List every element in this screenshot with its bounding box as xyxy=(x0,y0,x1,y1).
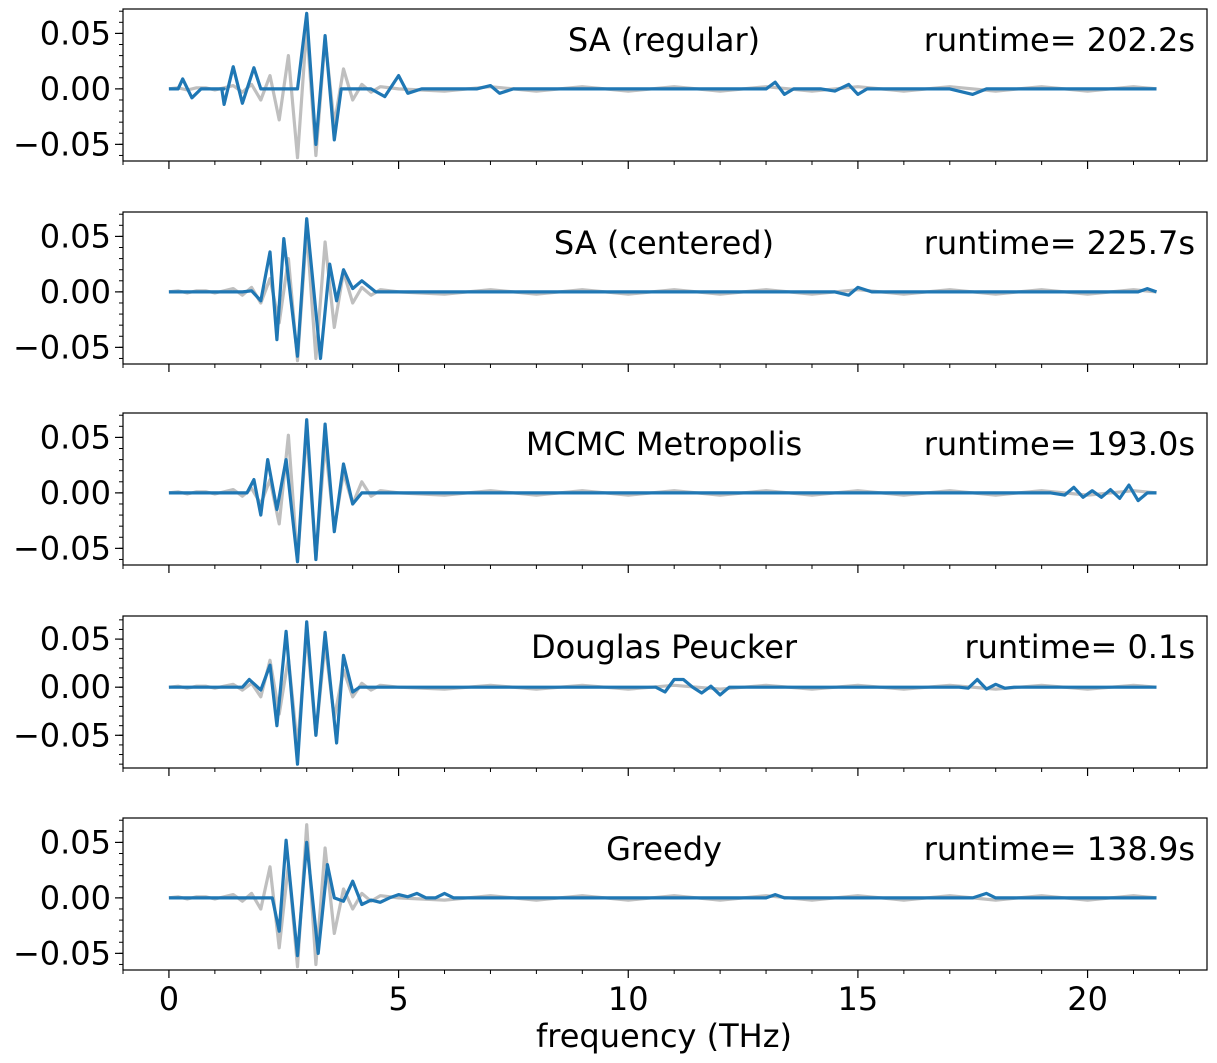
fitted-signal-line xyxy=(168,838,1157,958)
axes-frame xyxy=(122,211,1208,365)
y-tick-label: 0.05 xyxy=(40,418,111,456)
y-tick-label: −0.05 xyxy=(13,716,111,754)
y-tick-label: 0.05 xyxy=(40,620,111,658)
runtime-label: runtime= 193.0s xyxy=(924,425,1195,463)
runtime-label: runtime= 0.1s xyxy=(964,628,1195,666)
panel-4: −0.05 0.00 0.05 Douglas Peucker runtime= 0.1… xyxy=(13,615,1208,776)
axes-frame xyxy=(122,817,1208,971)
fitted-signal-line xyxy=(168,217,1158,361)
panel-5: −0.05 0.00 0.05 0 5 10 15 20 Greedy runtime= 138.… xyxy=(13,817,1208,1018)
x-tick-label: 20 xyxy=(1067,980,1108,1018)
panel-title: Douglas Peucker xyxy=(531,628,798,666)
panel-1: −0.05 0.00 0.05 SA (regular) runtime= 202.2s xyxy=(13,8,1208,169)
fitted-signal-line xyxy=(168,11,1157,146)
fitted-signal-line xyxy=(168,620,1157,766)
y-tick-label: −0.05 xyxy=(13,529,111,567)
axes-frame xyxy=(122,8,1208,162)
y-tick-label: 0.00 xyxy=(40,879,111,917)
y-tick-label: 0.00 xyxy=(40,273,111,311)
x-tick-label: 10 xyxy=(608,980,649,1018)
panel-title: Greedy xyxy=(606,830,722,868)
y-tick-label: −0.05 xyxy=(13,328,111,366)
x-axis-label: frequency (THz) xyxy=(536,1017,792,1055)
panel-title: SA (regular) xyxy=(568,21,760,59)
axes-frame xyxy=(122,615,1208,769)
runtime-label: runtime= 225.7s xyxy=(924,224,1195,262)
panel-title: MCMC Metropolis xyxy=(526,425,802,463)
y-tick-label: −0.05 xyxy=(13,125,111,163)
y-tick-label: 0.00 xyxy=(40,668,111,706)
x-tick-label: 5 xyxy=(388,980,408,1018)
panel-2: −0.05 0.00 0.05 SA (centered) runtime= 225.7… xyxy=(13,211,1208,372)
y-tick-label: 0.05 xyxy=(40,217,111,255)
runtime-label: runtime= 138.9s xyxy=(924,830,1195,868)
original-signal-line xyxy=(168,25,1157,160)
panel-3: −0.05 0.00 0.05 MCMC Metropolis runtime= 193… xyxy=(13,412,1208,573)
runtime-label: runtime= 202.2s xyxy=(924,21,1195,59)
y-tick-label: 0.05 xyxy=(40,823,111,861)
y-tick-label: 0.00 xyxy=(40,70,111,108)
axes-frame xyxy=(122,412,1208,566)
y-tick-label: 0.00 xyxy=(40,474,111,512)
y-tick-label: −0.05 xyxy=(13,934,111,972)
x-tick-label: 15 xyxy=(838,980,879,1018)
panel-title: SA (centered) xyxy=(554,224,774,262)
fitted-signal-line xyxy=(168,418,1157,564)
x-tick-label: 0 xyxy=(159,980,179,1018)
y-tick-label: 0.05 xyxy=(40,14,111,52)
